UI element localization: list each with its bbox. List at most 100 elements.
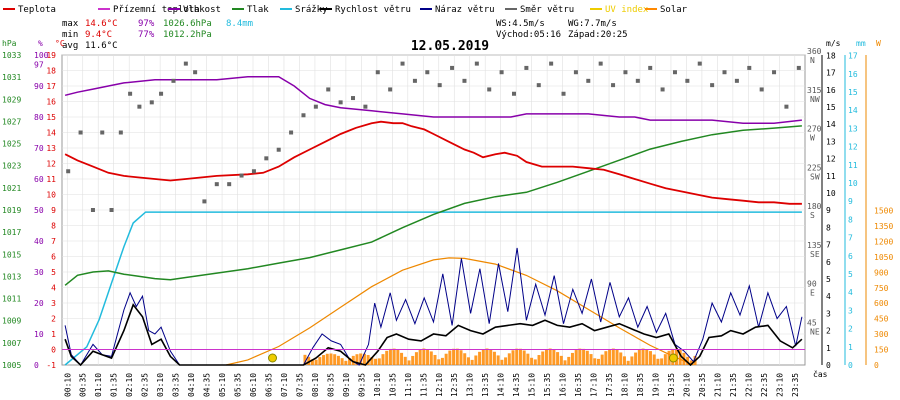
solar-bar <box>440 357 444 365</box>
wind-dir-point-40 <box>536 83 541 88</box>
solar-bar <box>652 354 656 365</box>
solar-bar <box>478 351 482 365</box>
wind-dir-point-36 <box>487 87 492 92</box>
x-tick-16: 08:10 <box>311 373 320 397</box>
wind-dir-point-25 <box>351 96 356 101</box>
tick-c-2: 18 <box>46 67 56 76</box>
stat-min-press: 1012.2hPa <box>163 30 212 40</box>
wind-dir-point-28 <box>388 87 393 92</box>
x-tick-17: 08:35 <box>326 373 335 397</box>
tick-dir-deg-3: 225 <box>807 163 822 172</box>
solar-bar <box>426 349 430 365</box>
tick-ms-6: 12 <box>826 155 836 164</box>
solar-bar <box>377 358 381 365</box>
solar-bar <box>496 355 500 365</box>
tick-hpa-5: 1023 <box>2 162 21 171</box>
solar-bar <box>678 349 682 365</box>
solar-bar <box>433 354 437 365</box>
tick-ms-5: 13 <box>826 137 836 146</box>
tick-pct-2: 90 <box>34 82 44 91</box>
solar-bar <box>485 348 489 365</box>
wind-dir-point-54 <box>710 83 715 88</box>
legend-label-2: Vlhkost <box>183 5 221 15</box>
x-tick-0: 00:10 <box>63 373 72 397</box>
sunset-marker <box>668 353 678 363</box>
solar-bar <box>656 358 660 365</box>
tick-c-6: 14 <box>46 129 56 138</box>
series-wind-speed <box>64 303 803 367</box>
tick-hpa-8: 1017 <box>2 228 21 237</box>
solar-bar <box>329 353 333 365</box>
solar-bar <box>411 355 415 365</box>
tick-mm-14: 3 <box>848 306 853 315</box>
wind-dir-point-29 <box>400 61 405 66</box>
wind-dir-point-56 <box>734 78 739 83</box>
tick-ms-17: 1 <box>826 344 831 353</box>
solar-bar <box>544 349 548 365</box>
wind-dir-point-58 <box>759 87 764 92</box>
solar-bar <box>600 354 604 365</box>
solar-bar <box>622 356 626 365</box>
tick-hpa-3: 1027 <box>2 117 21 126</box>
wind-dir-point-59 <box>772 70 777 75</box>
tick-hpa-11: 1011 <box>2 295 21 304</box>
solar-bar <box>626 360 630 365</box>
solar-bar <box>530 357 534 365</box>
x-tick-1: 00:35 <box>79 373 88 397</box>
series-temperature <box>64 120 802 205</box>
tick-pct-1: 97 <box>34 60 44 69</box>
tick-c-12: 8 <box>51 222 56 231</box>
solar-bar <box>630 356 634 365</box>
tick-pct-6: 70 <box>34 144 44 153</box>
x-tick-14: 07:10 <box>280 373 289 397</box>
solar-bar <box>303 354 307 365</box>
wind-dir-point-34 <box>462 78 467 83</box>
solar-bar <box>455 348 459 365</box>
wind-dir-point-3 <box>100 130 105 135</box>
solar-bar <box>648 351 652 365</box>
tick-pct-14: 30 <box>34 268 44 277</box>
wind-dir-point-44 <box>586 78 591 83</box>
solar-bar <box>515 348 519 365</box>
wind-dir-point-35 <box>474 61 479 66</box>
solar-bar <box>660 358 664 365</box>
tick-pct-20: 0 <box>34 361 39 370</box>
tick-hpa-1: 1031 <box>2 73 21 82</box>
axis-unit-ms: m/s <box>826 39 841 48</box>
tick-ms-2: 16 <box>826 86 836 95</box>
solar-bar <box>422 348 426 365</box>
stat-min-temp: 9.4°C <box>85 30 112 40</box>
tick-c-20: 0 <box>51 346 56 355</box>
x-tick-31: 15:35 <box>543 373 552 397</box>
solar-bar <box>374 358 378 365</box>
solar-bar <box>537 355 541 365</box>
axis-unit-hpa: hPa <box>2 39 17 48</box>
wind-dir-point-61 <box>796 65 801 70</box>
wind-dir-point-16 <box>239 173 244 178</box>
solar-bar <box>437 359 441 365</box>
x-tick-40: 20:10 <box>682 373 691 397</box>
wind-dir-point-37 <box>499 70 504 75</box>
wind-dir-point-1 <box>78 130 83 135</box>
tick-hpa-13: 1007 <box>2 339 21 348</box>
solar-bar <box>344 360 348 365</box>
x-tick-28: 14:10 <box>497 373 506 397</box>
series-pressure <box>64 125 802 286</box>
x-tick-30: 15:10 <box>528 373 537 397</box>
tick-ms-0: 18 <box>826 51 836 60</box>
solar-bar <box>686 356 690 365</box>
solar-bar <box>611 348 615 365</box>
tick-ms-14: 4 <box>826 292 831 301</box>
x-tick-29: 14:35 <box>512 373 521 397</box>
solar-bar <box>333 354 337 365</box>
tick-dir-deg-7: 45 <box>807 318 817 327</box>
solar-bar <box>582 348 586 365</box>
legend-label-1: Přízemní teplota <box>113 5 200 15</box>
wind-dir-point-15 <box>227 182 232 187</box>
wind-dir-point-30 <box>412 78 417 83</box>
solar-bar <box>366 355 370 365</box>
tick-hpa-9: 1015 <box>2 250 21 259</box>
stat-max-rain: 8.4mm <box>226 19 253 29</box>
tick-c-11: 9 <box>51 206 56 215</box>
stat-max-hum: 97% <box>138 19 155 29</box>
